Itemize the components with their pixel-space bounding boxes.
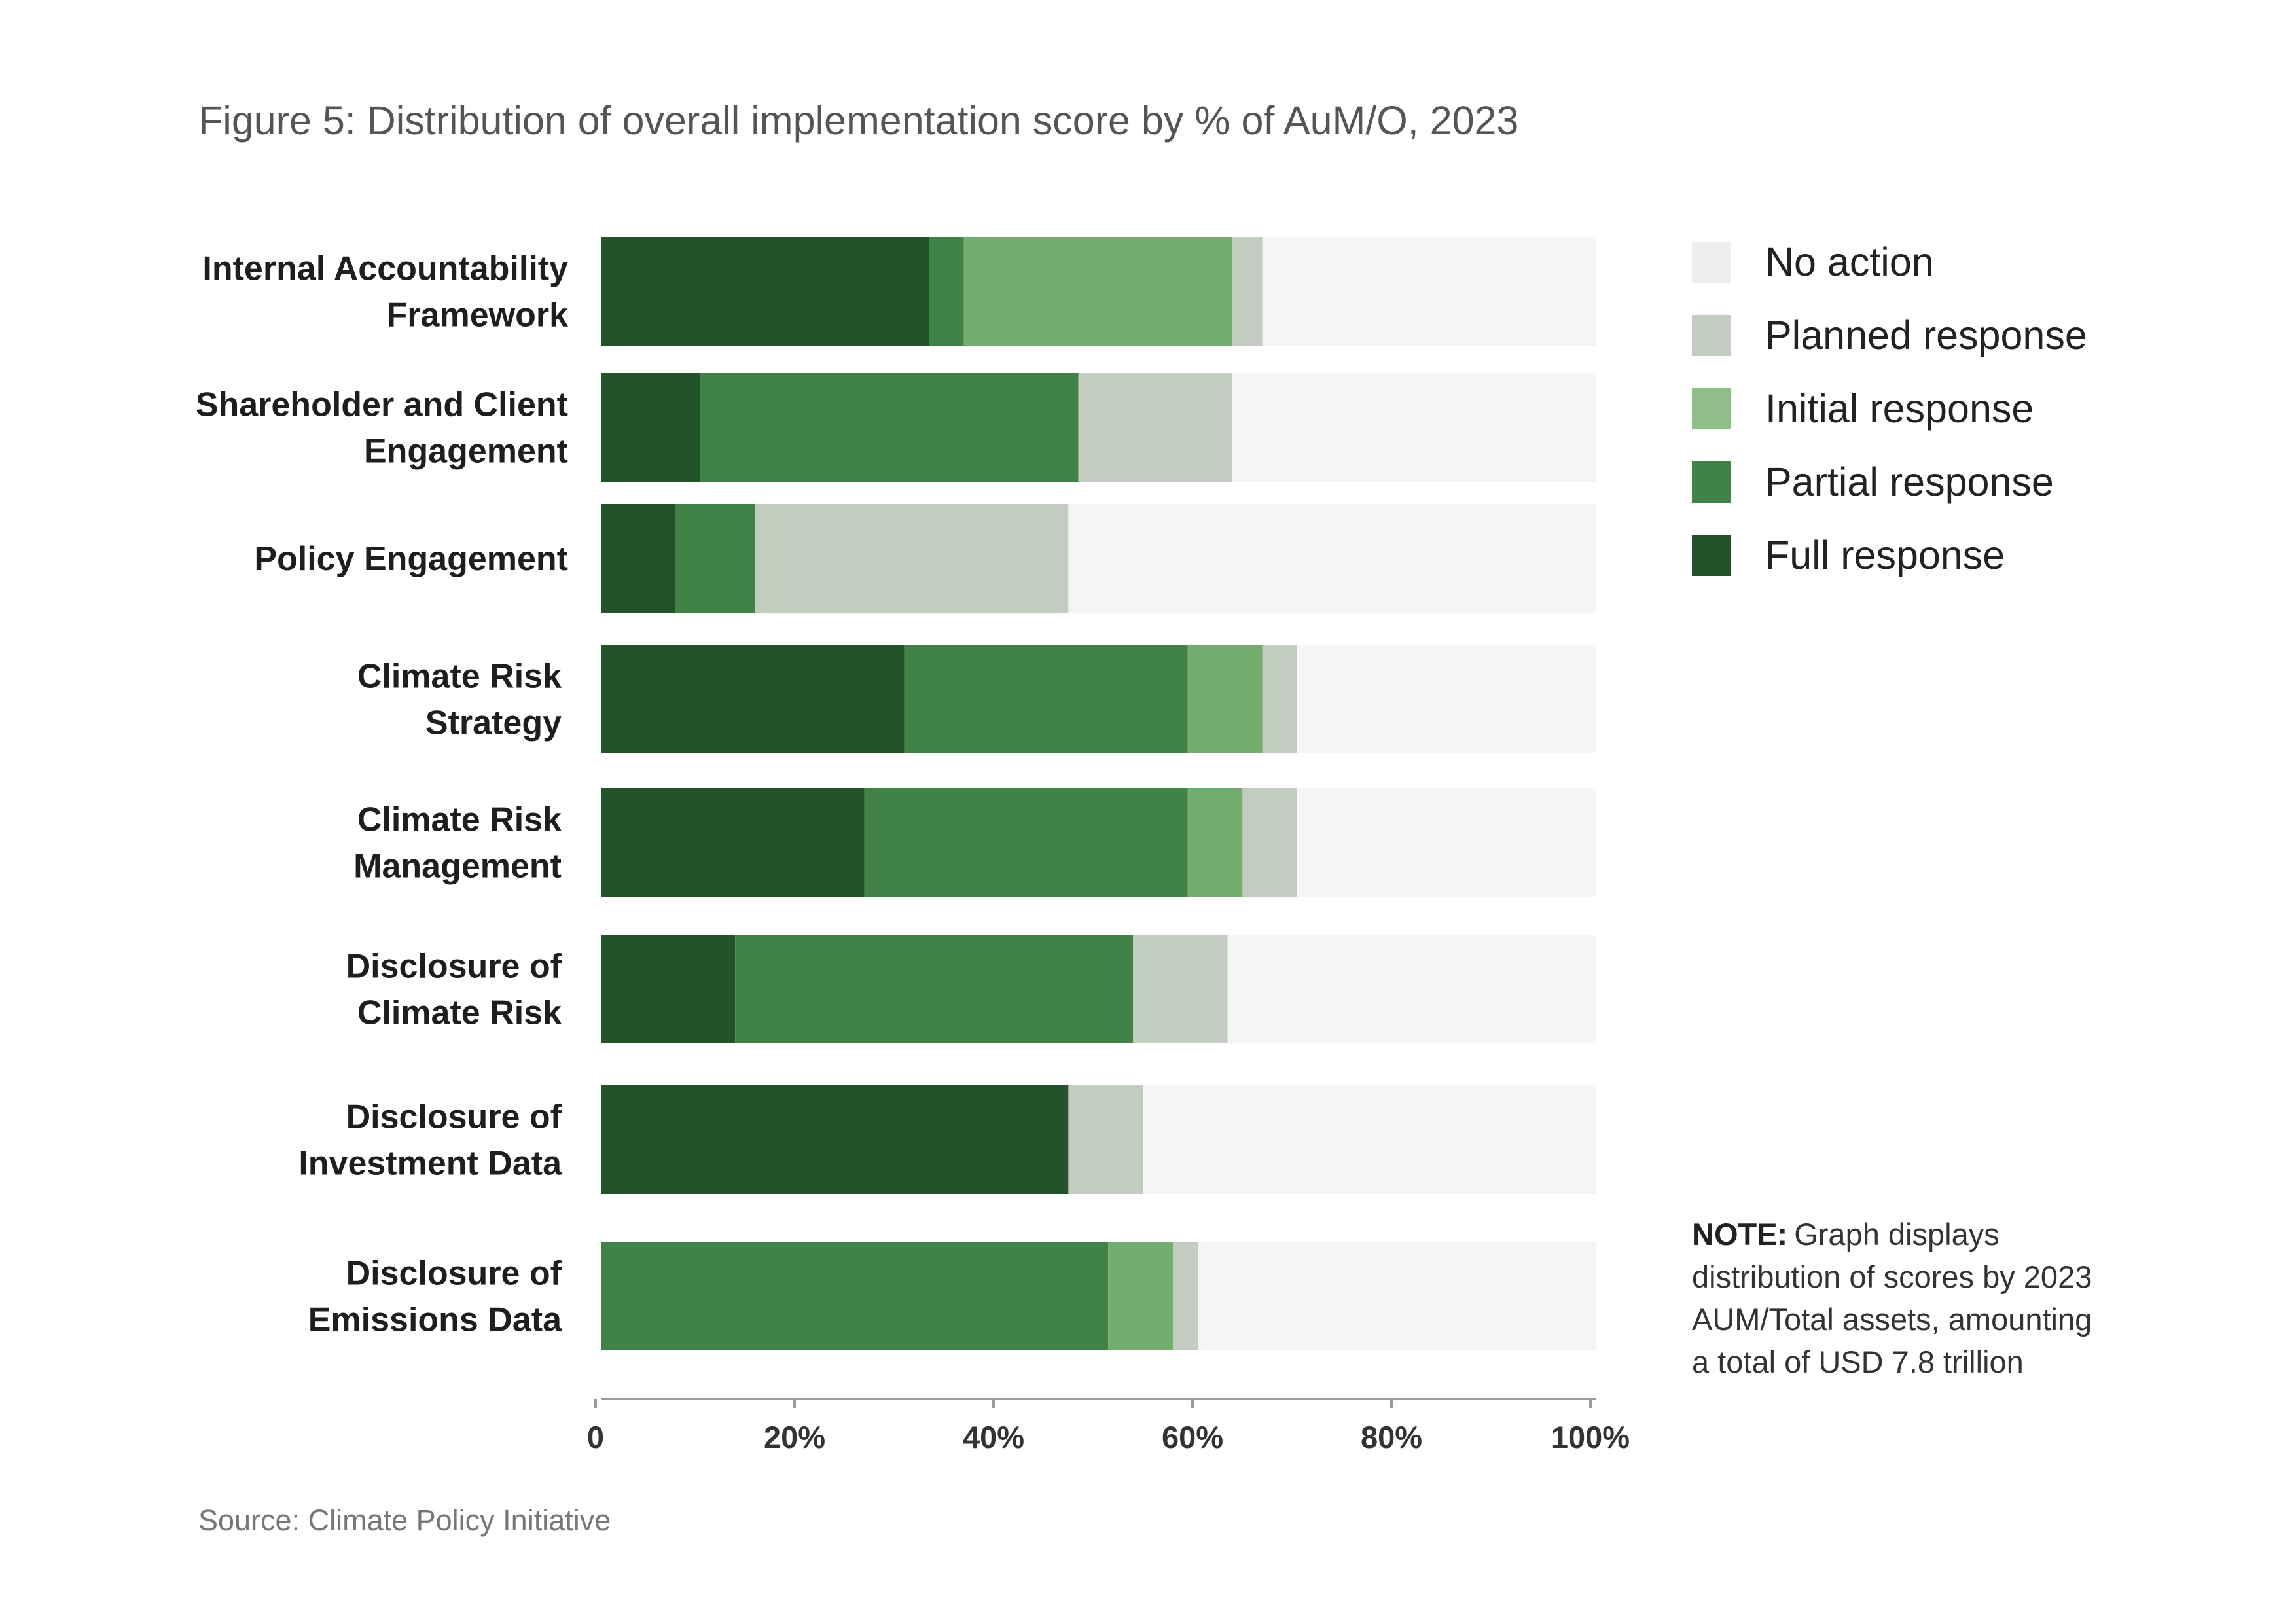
- category-label-line: Shareholder and Client: [196, 386, 568, 424]
- source-note: Source: Climate Policy Initiative: [198, 1504, 611, 1537]
- category-label: Climate Risk Management: [353, 801, 562, 886]
- bar-climate-risk-strategy-full-response: [601, 645, 905, 753]
- legend-label-initial-response: Initial response: [1765, 386, 2034, 431]
- bar-disclosure-of-climate-risk-planned-response: [1133, 935, 1228, 1043]
- bar-internal-accountability-framework-no-action: [1262, 237, 1596, 346]
- category-label: Disclosure of Investment Data: [298, 1098, 562, 1183]
- bar-policy-engagement-partial-response: [675, 504, 755, 613]
- category-label-line: Disclosure of: [346, 1098, 562, 1136]
- category-label-line: Climate Risk: [357, 658, 562, 696]
- note-text: NOTE: Graph displays distribution of score…: [1692, 1217, 2092, 1379]
- legend-swatch-full-response: [1692, 535, 1731, 576]
- bar-disclosure-of-emissions-data-initial-response: [1108, 1242, 1173, 1350]
- bar-climate-risk-strategy-planned-response: [1262, 645, 1297, 753]
- x-tick-label: 100%: [1551, 1420, 1630, 1454]
- category-label: Shareholder and Client Engagement: [196, 386, 568, 471]
- bar-disclosure-of-climate-risk-full-response: [601, 935, 736, 1043]
- category-label: Internal Accountability Framework: [202, 250, 568, 334]
- bars: [601, 237, 1596, 1350]
- bar-shareholder-and-client-engagement-planned-response: [1078, 373, 1233, 482]
- category-label-line: Internal Accountability: [202, 250, 568, 288]
- legend-swatch-initial-response: [1692, 388, 1731, 429]
- category-label: Policy Engagement: [254, 540, 568, 578]
- bar-shareholder-and-client-engagement-partial-response: [700, 373, 1079, 482]
- bar-internal-accountability-framework-partial-response: [929, 237, 964, 346]
- category-label-line: Disclosure of: [346, 1255, 562, 1293]
- bar-internal-accountability-framework-initial-response: [963, 237, 1233, 346]
- bar-climate-risk-management-planned-response: [1242, 788, 1297, 897]
- bar-climate-risk-management-no-action: [1297, 788, 1596, 897]
- bar-disclosure-of-investment-data-full-response: [601, 1085, 1069, 1194]
- note-line: Graph displays: [1794, 1217, 2000, 1252]
- legend-swatch-partial-response: [1692, 461, 1731, 503]
- category-label-line: Disclosure of: [346, 948, 562, 986]
- category-label-line: Policy Engagement: [254, 540, 568, 578]
- legend: No action Planned response Initial respons…: [1692, 240, 2087, 577]
- x-tick-label: 20%: [764, 1420, 825, 1454]
- legend-swatch-no-action: [1692, 242, 1731, 283]
- x-tick-label: 0: [587, 1420, 604, 1454]
- category-label-line: Strategy: [425, 704, 562, 742]
- bar-shareholder-and-client-engagement-no-action: [1232, 373, 1596, 482]
- bar-policy-engagement-no-action: [1068, 504, 1596, 613]
- bar-climate-risk-management-partial-response: [864, 788, 1188, 897]
- legend-swatch-planned-response: [1692, 315, 1731, 356]
- category-label-line: Climate Risk: [357, 994, 562, 1032]
- category-label: Disclosure of Climate Risk: [346, 948, 562, 1032]
- category-label-line: Framework: [387, 297, 569, 334]
- note-line: AUM/Total assets, amounting: [1692, 1302, 2092, 1337]
- note-label: NOTE:: [1692, 1217, 1787, 1252]
- bar-disclosure-of-investment-data-no-action: [1143, 1085, 1596, 1194]
- bar-climate-risk-strategy-initial-response: [1187, 645, 1263, 753]
- note: NOTE: Graph displays distribution of score…: [1692, 1217, 2092, 1379]
- bar-disclosure-of-emissions-data-planned-response: [1173, 1242, 1198, 1350]
- bar-shareholder-and-client-engagement-full-response: [601, 373, 700, 482]
- bar-climate-risk-strategy-partial-response: [904, 645, 1188, 753]
- note-line: distribution of scores by 2023: [1692, 1259, 2092, 1294]
- category-label-line: Climate Risk: [357, 801, 562, 839]
- bar-disclosure-of-climate-risk-no-action: [1227, 935, 1596, 1043]
- bar-climate-risk-management-initial-response: [1187, 788, 1243, 897]
- bar-policy-engagement-planned-response: [755, 504, 1069, 613]
- bar-disclosure-of-emissions-data-no-action: [1198, 1242, 1596, 1350]
- x-tick-label: 60%: [1162, 1420, 1223, 1454]
- chart-title: Figure 5: Distribution of overall implem…: [198, 98, 1518, 143]
- bar-climate-risk-strategy-no-action: [1297, 645, 1596, 753]
- category-label-line: Engagement: [364, 433, 568, 471]
- x-tick-label: 40%: [963, 1420, 1024, 1454]
- bar-internal-accountability-framework-full-response: [601, 237, 929, 346]
- bar-climate-risk-management-full-response: [601, 788, 865, 897]
- bar-disclosure-of-investment-data-planned-response: [1068, 1085, 1143, 1194]
- bar-policy-engagement-full-response: [601, 504, 675, 613]
- legend-label-full-response: Full response: [1765, 533, 2005, 577]
- category-labels: Internal Accountability Framework Sharehol…: [196, 250, 568, 1339]
- category-label-line: Investment Data: [298, 1145, 562, 1183]
- category-label: Disclosure of Emissions Data: [308, 1255, 562, 1339]
- category-label: Climate Risk Strategy: [357, 658, 562, 742]
- bar-disclosure-of-climate-risk-partial-response: [735, 935, 1134, 1043]
- legend-label-no-action: No action: [1765, 240, 1934, 284]
- x-axis: 0 20% 40% 60% 80% 100%: [587, 1398, 1630, 1454]
- category-label-line: Emissions Data: [308, 1301, 562, 1339]
- legend-label-partial-response: Partial response: [1765, 460, 2054, 504]
- note-line: a total of USD 7.8 trillion: [1692, 1344, 2024, 1379]
- bar-internal-accountability-framework-planned-response: [1232, 237, 1263, 346]
- legend-label-planned-response: Planned response: [1765, 313, 2087, 357]
- bar-disclosure-of-emissions-data-partial-response: [601, 1242, 1109, 1350]
- category-label-line: Management: [353, 848, 562, 886]
- x-tick-label: 80%: [1361, 1420, 1422, 1454]
